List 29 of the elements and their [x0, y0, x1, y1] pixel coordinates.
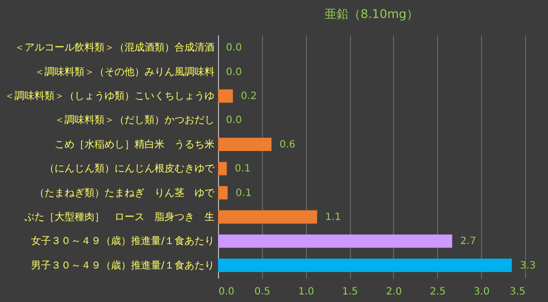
- x-tick-label: 3.5: [510, 286, 526, 298]
- y-tick-label: ＜調味料類＞（だし類）かつおだし: [54, 114, 214, 126]
- data-label: 0.1: [234, 164, 251, 175]
- x-tick-label: 0.0: [218, 286, 234, 298]
- data-label: 0.1: [236, 188, 252, 199]
- x-tick-label: 2.0: [386, 286, 402, 298]
- y-tick-label: ＜調味料類＞（しょうゆ類）こいくちしょうゆ: [4, 90, 214, 102]
- x-tick-label: 0.5: [254, 286, 270, 298]
- data-label: 3.3: [520, 260, 536, 272]
- y-tick-label: ぶた［大型種肉］ ロース 脂身つき 生: [24, 210, 214, 223]
- data-label: 0.6: [280, 139, 296, 150]
- y-tick-label: （たまねぎ類）たまねぎ りん茎 ゆで: [34, 186, 216, 199]
- data-label: 0.0: [226, 66, 242, 78]
- x-tick-label: 1.5: [342, 286, 358, 298]
- x-tick-label: 3.0: [474, 286, 490, 298]
- y-tick-label: ＜調味料類＞（その他）みりん風調味料: [34, 66, 214, 78]
- y-tick-label: 男子３０～４９（歳）推進量/１食あたり: [31, 259, 214, 272]
- y-tick-label: （にんじん類）にんじん根皮むきゆで: [44, 162, 216, 175]
- chart-title: 亜鉛（8.10mg）: [324, 7, 419, 21]
- y-tick-label: ＜アルコール飲料類＞（混成酒類）合成清酒: [14, 42, 214, 54]
- y-tick-label: こめ［水稲めし］精白米 うるち米: [54, 138, 214, 150]
- x-tick-label: 1.0: [298, 286, 314, 298]
- y-tick-label: 女子３０～４９（歳）推進量/１食あたり: [31, 235, 214, 248]
- data-label: 1.1: [325, 212, 342, 223]
- x-tick-label: 2.5: [430, 286, 446, 298]
- data-label: 0.0: [226, 42, 242, 54]
- data-label: 2.7: [460, 236, 476, 248]
- data-label: 0.0: [226, 115, 242, 126]
- data-label: 0.2: [240, 91, 257, 102]
